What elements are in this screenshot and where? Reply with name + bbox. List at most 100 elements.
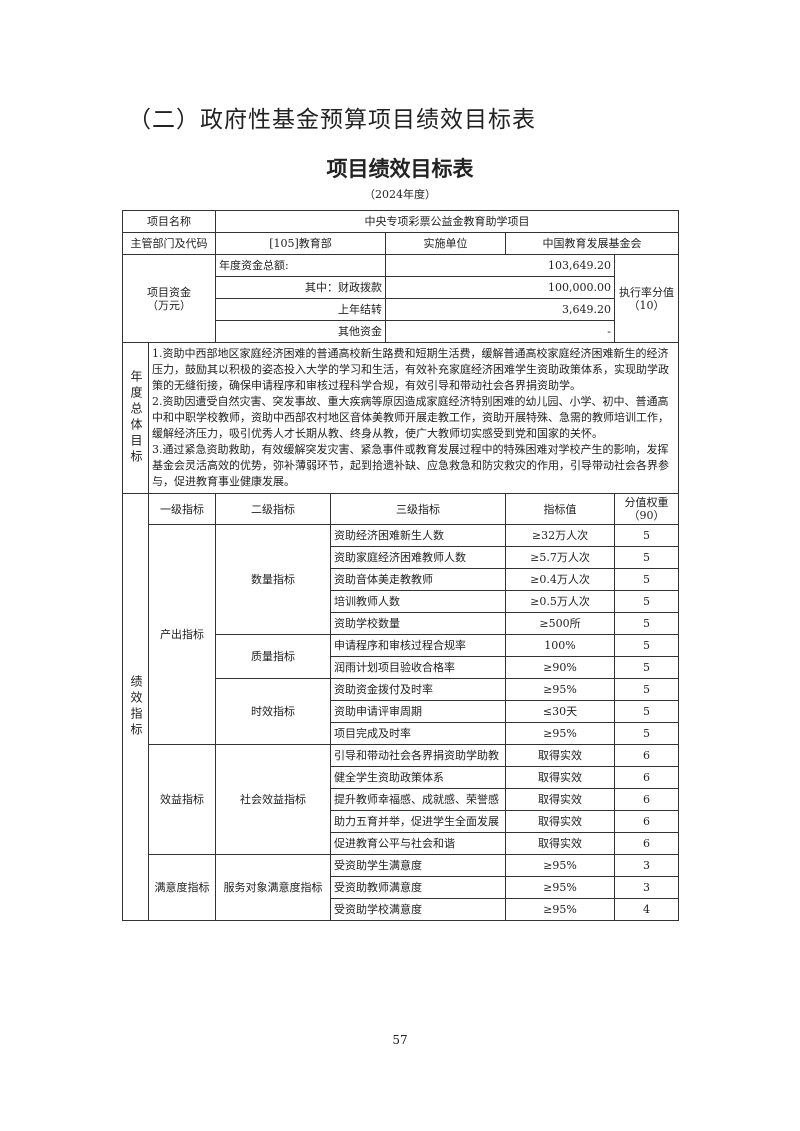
level3-cell: 申请程序和审核过程合规率: [330, 634, 506, 657]
dept: [105]教育部: [215, 232, 386, 255]
value-cell: 100%: [505, 634, 615, 657]
indicator-row: 满意度指标 服务对象满意度指标 受资助学生满意度 ≥95% 3: [123, 854, 680, 921]
weight-cell: 4: [613, 898, 680, 921]
indicator-row: 促进教育公平与社会和谐 取得实效 6: [123, 832, 680, 855]
indicator-row: 效益指标 社会效益指标 引导和带动社会各界捐资助学助教 取得实效 6: [123, 744, 680, 855]
weight-cell: 6: [613, 832, 680, 855]
indicator-row: 时效指标 资助资金拨付及时率 ≥95% 5: [123, 678, 680, 745]
level2-cell: 服务对象满意度指标: [215, 854, 331, 921]
value-cell: ≤30天: [505, 700, 615, 723]
weight-cell: 6: [613, 788, 680, 811]
weight-cell: 5: [613, 612, 680, 635]
level3-cell: 培训教师人数: [330, 590, 506, 613]
weight-cell: 3: [613, 854, 680, 877]
rate-label: 执行率分值（10）: [613, 254, 680, 343]
project-name-label: 项目名称: [122, 210, 216, 233]
project-name: 中央专项彩票公益金教育助学项目: [214, 210, 680, 233]
level3-cell: 项目完成及时率: [330, 722, 506, 745]
carry-value: 3,649.20: [385, 298, 615, 321]
indicator-row: 提升教师幸福感、成就感、荣誉感 取得实效 6: [123, 788, 680, 811]
weight-cell: 5: [613, 634, 680, 657]
level3-cell: 促进教育公平与社会和谐: [330, 832, 506, 855]
value-cell: ≥95%: [505, 678, 615, 701]
level3-cell: 健全学生资助政策体系: [330, 766, 506, 789]
value-cell: ≥95%: [505, 854, 615, 877]
value-cell: 取得实效: [505, 832, 615, 855]
carry-label: 上年结转: [215, 298, 386, 321]
level3-cell: 助力五育并举，促进学生全面发展: [330, 810, 506, 833]
other-value: -: [385, 320, 615, 343]
header-value: 指标值: [505, 493, 615, 525]
weight-cell: 5: [613, 700, 680, 723]
level3-cell: 资助申请评审周期: [330, 700, 506, 723]
table-title: 项目绩效目标表: [326, 157, 474, 181]
table-year: （2024年度）: [364, 188, 436, 201]
other-label: 其他资金: [215, 320, 386, 343]
header-level2: 二级指标: [215, 493, 331, 525]
level1-cell: 效益指标: [148, 744, 216, 855]
value-cell: ≥95%: [505, 898, 615, 921]
header-weight: 分值权重（90）: [613, 493, 680, 525]
page-number: 57: [392, 1033, 408, 1047]
level3-cell: 资助经济困难新生人数: [330, 524, 506, 547]
impl: 中国教育发展基金会: [504, 232, 680, 255]
weight-cell: 5: [613, 678, 680, 701]
indicator-row: 受资助学校满意度 ≥95% 4: [123, 898, 680, 921]
level2-cell: 数量指标: [215, 524, 331, 635]
level3-cell: 受资助教师满意度: [330, 876, 506, 899]
level2-cell: 质量指标: [215, 634, 331, 679]
level3-cell: 受资助学校满意度: [330, 898, 506, 921]
value-cell: ≥90%: [505, 656, 615, 679]
value-cell: ≥0.5万人次: [505, 590, 615, 613]
value-cell: ≥500所: [505, 612, 615, 635]
level2-cell: 社会效益指标: [215, 744, 331, 855]
section-title: （二）政府性基金预算项目绩效目标表: [128, 107, 536, 133]
value-cell: 取得实效: [505, 788, 615, 811]
fiscal-value: 100,000.00: [385, 276, 615, 299]
weight-cell: 5: [613, 524, 680, 547]
weight-cell: 5: [613, 568, 680, 591]
total-value: 103,649.20: [385, 254, 615, 277]
weight-cell: 5: [613, 722, 680, 745]
level3-cell: 资助资金拨付及时率: [330, 678, 506, 701]
performance-target-table: 项目名称 中央专项彩票公益金教育助学项目 主管部门及代码 [105]教育部 实施单位中…: [122, 210, 680, 921]
level3-cell: 资助家庭经济困难教师人数: [330, 546, 506, 569]
impl-label: 实施单位: [385, 232, 506, 255]
value-cell: 取得实效: [505, 766, 615, 789]
header-level1: 一级指标: [148, 493, 216, 525]
goals-text: 1.资助中西部地区家庭经济困难的普通高校新生路费和短期生活费，缓解普通高校家庭经…: [147, 342, 680, 494]
level3-cell: 引导和带动社会各界捐资助学助教: [330, 744, 506, 767]
weight-cell: 6: [613, 766, 680, 789]
funds-label: 项目资金（万元）: [122, 254, 216, 343]
level1-cell: 产出指标: [148, 524, 216, 745]
indicators-label: 绩效指标: [122, 493, 149, 921]
weight-cell: 5: [613, 546, 680, 569]
indicator-row: 产出指标 数量指标 资助经济困难新生人数 ≥32万人次 5: [123, 524, 680, 745]
weight-cell: 3: [613, 876, 680, 899]
header-level3: 三级指标: [330, 493, 506, 525]
goals-label: 年度总体目标: [122, 342, 149, 494]
weight-cell: 5: [613, 590, 680, 613]
value-cell: ≥95%: [505, 722, 615, 745]
value-cell: 取得实效: [505, 744, 615, 767]
value-cell: ≥5.7万人次: [505, 546, 615, 569]
level3-cell: 资助学校数量: [330, 612, 506, 635]
dept-label: 主管部门及代码: [122, 232, 216, 255]
weight-cell: 6: [613, 810, 680, 833]
value-cell: ≥32万人次: [505, 524, 615, 547]
level3-cell: 受资助学生满意度: [330, 854, 506, 877]
level1-cell: 满意度指标: [148, 854, 216, 921]
indicator-row: 资助申请评审周期 ≤30天 5: [123, 700, 680, 723]
weight-cell: 5: [613, 656, 680, 679]
level2-cell: 时效指标: [215, 678, 331, 745]
value-cell: ≥95%: [505, 876, 615, 899]
value-cell: 取得实效: [505, 810, 615, 833]
indicator-row: 质量指标 申请程序和审核过程合规率 100% 5: [123, 634, 680, 679]
total-label: 年度资金总额:: [215, 254, 386, 277]
level3-cell: 润雨计划项目验收合格率: [330, 656, 506, 679]
fiscal-label: 其中：财政拨款: [215, 276, 386, 299]
level3-cell: 资助音体美走教教师: [330, 568, 506, 591]
value-cell: ≥0.4万人次: [505, 568, 615, 591]
weight-cell: 6: [613, 744, 680, 767]
